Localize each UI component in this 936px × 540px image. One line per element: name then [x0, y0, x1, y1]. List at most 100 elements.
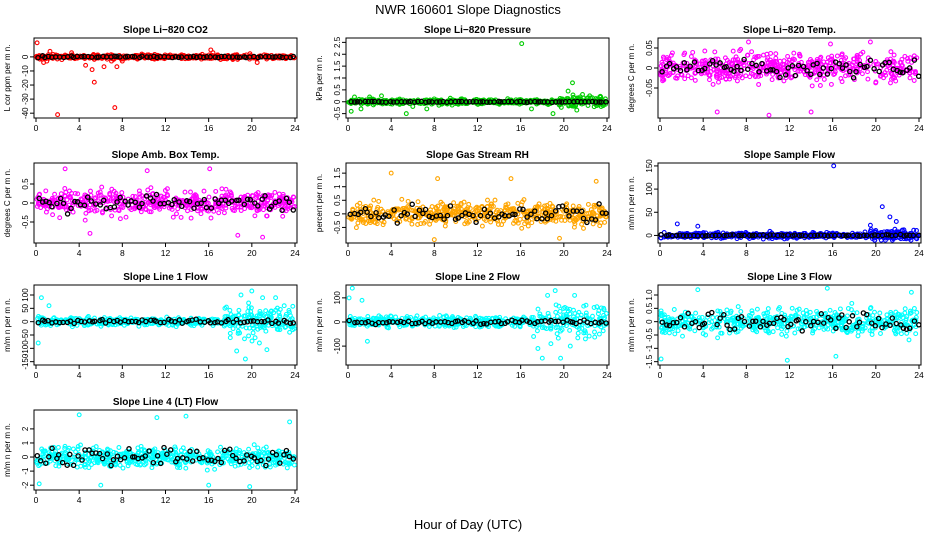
mean-point: [753, 62, 759, 69]
mean-point: [746, 232, 753, 239]
data-point: [405, 204, 411, 210]
data-point: [692, 77, 698, 83]
mean-point: [404, 211, 411, 217]
data-point: [911, 78, 917, 83]
mean-point: [466, 99, 473, 105]
data-point: [571, 307, 576, 313]
x-tick-label: 12: [785, 248, 795, 258]
data-point: [699, 58, 705, 64]
mean-point: [552, 208, 559, 214]
mean-point: [358, 209, 364, 216]
data-point-outlier: [114, 64, 120, 70]
mean-point: [596, 99, 602, 105]
data-point: [808, 57, 813, 62]
mean-point: [709, 57, 716, 64]
data-point: [263, 328, 269, 334]
y-tick-label: 0.5: [333, 84, 342, 96]
data-point: [563, 323, 569, 329]
data-point: [231, 314, 237, 320]
data-point: [166, 205, 172, 211]
x-tick-label: 12: [161, 123, 171, 133]
x-tick-label: 20: [247, 123, 257, 133]
y-tick-label: -50: [21, 329, 30, 341]
data-point-outlier: [519, 41, 525, 47]
mean-point: [131, 54, 138, 60]
mean-point: [230, 319, 237, 325]
data-point: [442, 223, 448, 229]
data-point-outlier: [47, 48, 53, 54]
mean-point: [241, 319, 247, 326]
mean-point: [663, 63, 670, 69]
mean-point: [416, 207, 423, 213]
mean-point: [255, 54, 261, 61]
data-point: [564, 314, 570, 320]
mean-point: [542, 210, 549, 216]
data-point: [277, 306, 283, 312]
data-point-outlier: [62, 166, 68, 172]
data-point: [195, 208, 200, 214]
data-point: [193, 321, 198, 327]
data-point: [235, 330, 241, 336]
data-point: [415, 199, 421, 205]
mean-point: [681, 60, 688, 66]
data-point-outlier: [252, 335, 258, 341]
data-point: [873, 61, 879, 67]
data-point: [97, 189, 103, 195]
mean-point: [423, 99, 429, 105]
data-point: [70, 209, 76, 215]
mean-points: [659, 56, 922, 81]
data-point: [423, 314, 429, 320]
data-point-outlier: [254, 60, 260, 65]
data-point: [198, 205, 204, 211]
mean-point: [179, 203, 185, 210]
mean-point: [563, 207, 570, 214]
mean-point: [691, 59, 698, 65]
data-point: [873, 79, 879, 85]
mean-points: [347, 201, 609, 226]
data-point: [263, 308, 269, 314]
mean-point: [535, 99, 542, 105]
mean-point: [800, 63, 807, 70]
data-point: [83, 210, 89, 216]
mean-point: [398, 212, 404, 219]
data-point: [403, 216, 409, 222]
data-point: [728, 60, 734, 66]
x-tick-label: 24: [914, 248, 924, 258]
mean-point: [187, 54, 194, 60]
data-point: [247, 205, 253, 211]
data-point: [185, 208, 190, 214]
mean-point: [144, 54, 150, 60]
mean-point: [420, 210, 426, 217]
mean-point: [262, 193, 268, 199]
data-point: [280, 213, 286, 219]
data-point: [577, 94, 583, 100]
mean-point: [290, 207, 297, 213]
data-point-outlier: [410, 104, 416, 109]
data-point: [441, 322, 447, 328]
mean-point: [269, 320, 275, 327]
x-tick-label: 20: [559, 123, 569, 133]
data-point: [724, 57, 730, 63]
mean-point: [258, 318, 265, 325]
mean-point: [346, 317, 352, 324]
data-point: [227, 307, 233, 313]
data-point: [111, 199, 117, 204]
panel-title: Slope Li−820 CO2: [123, 25, 208, 36]
data-point: [473, 315, 479, 321]
mean-point: [198, 200, 204, 206]
data-point: [558, 328, 564, 334]
data-point-outlier: [379, 93, 384, 99]
data-point: [690, 49, 696, 55]
data-point-outlier: [268, 308, 274, 314]
data-point: [548, 325, 554, 331]
mean-point: [376, 98, 382, 105]
mean-point: [201, 196, 208, 203]
mean-point: [741, 56, 747, 63]
data-point-outlier: [867, 39, 873, 45]
data-point: [493, 209, 499, 215]
data-point: [257, 311, 263, 317]
mean-point: [885, 232, 892, 238]
data-point: [583, 310, 589, 316]
data-point: [372, 220, 378, 226]
y-tick-label: 1: [333, 184, 342, 189]
